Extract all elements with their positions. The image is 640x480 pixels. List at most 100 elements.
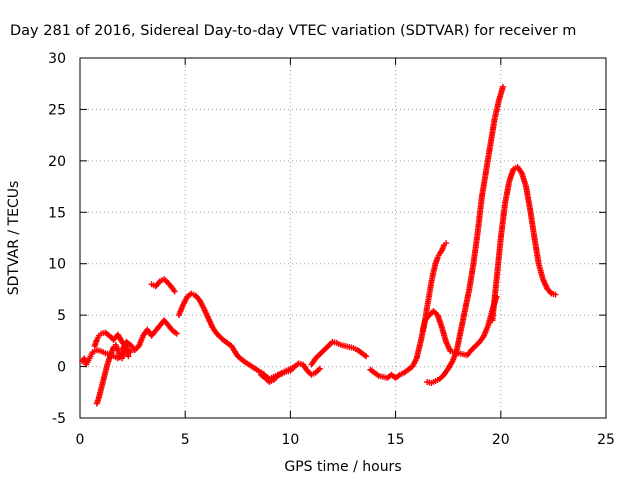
y-tick-label: 15	[48, 205, 66, 221]
trace-marker	[217, 334, 224, 341]
x-tick-label: 20	[492, 432, 510, 448]
trace-marker	[535, 259, 542, 266]
x-tick-label: 10	[281, 432, 299, 448]
trace-marker	[190, 291, 197, 298]
trace-marker	[108, 350, 115, 357]
trace-marker	[179, 303, 186, 310]
trace-marker	[462, 351, 469, 358]
trace-marker	[194, 295, 201, 302]
trace-marker	[167, 325, 174, 331]
trace-marker	[319, 348, 326, 355]
series-seg-early-d	[119, 317, 180, 354]
axis-ticks: 0 5 10 15 20 25 -5 0 5 10 15 20 25 30	[48, 51, 615, 448]
trace-marker	[434, 256, 441, 263]
trace-marker	[328, 340, 335, 347]
trace-marker	[448, 359, 455, 366]
trace-marker	[495, 99, 502, 106]
trace-marker	[154, 325, 161, 331]
trace-marker	[430, 270, 437, 277]
trace-marker	[310, 370, 317, 377]
trace-marker	[499, 85, 506, 92]
trace-marker	[466, 349, 473, 356]
trace-marker	[484, 324, 491, 331]
trace-marker	[344, 343, 351, 350]
trace-marker	[546, 287, 553, 294]
trace-marker	[348, 344, 355, 351]
trace-marker	[200, 304, 207, 311]
y-tick-label: 0	[57, 360, 66, 376]
trace-marker	[434, 376, 441, 383]
trace-marker	[134, 344, 141, 351]
series-seg-early-c	[93, 341, 132, 407]
x-tick-label: 0	[76, 432, 85, 448]
trace-marker	[116, 352, 123, 359]
trace-marker	[457, 350, 464, 357]
data-point	[443, 240, 450, 247]
series-seg-midday	[308, 338, 370, 368]
y-tick-label: -5	[52, 411, 66, 427]
trace-marker	[438, 322, 445, 329]
trace-marker	[208, 322, 215, 329]
trace-marker	[93, 338, 100, 345]
trace-marker	[550, 291, 557, 298]
trace-marker	[289, 364, 296, 371]
series-seg-rise-a	[419, 240, 450, 334]
trace-marker	[204, 313, 211, 320]
series-seg-afternoon	[367, 293, 500, 381]
trace-marker	[95, 347, 102, 354]
trace-marker	[522, 181, 529, 188]
trace-marker	[505, 180, 512, 187]
y-axis-label: SDTVAR / TECUs	[6, 181, 22, 296]
series-seg-mid-b	[257, 363, 298, 385]
trace-marker	[437, 248, 444, 255]
grid-lines	[80, 58, 606, 418]
trace-marker	[417, 339, 424, 346]
trace-marker	[84, 359, 91, 366]
trace-marker	[100, 349, 107, 356]
trace-marker	[238, 356, 245, 363]
y-tick-label: 10	[48, 257, 66, 273]
trace-marker	[88, 351, 95, 358]
trace-marker	[170, 286, 177, 293]
trace-marker	[440, 243, 447, 250]
x-tick-label: 25	[597, 432, 615, 448]
trace-marker	[315, 352, 322, 359]
trace-marker	[139, 334, 146, 341]
trace-marker	[86, 355, 93, 362]
x-axis-label: GPS time / hours	[284, 459, 401, 475]
trace-marker	[172, 329, 179, 336]
trace-marker	[97, 387, 104, 394]
trace-marker	[94, 334, 101, 341]
trace-marker	[167, 282, 174, 289]
trace-marker	[150, 330, 157, 337]
trace-marker	[124, 351, 131, 358]
trace-marker	[114, 345, 121, 352]
trace-marker	[432, 262, 439, 269]
trace-marker	[245, 361, 252, 368]
trace-marker	[352, 346, 359, 353]
trace-marker	[101, 371, 108, 378]
trace-marker	[398, 370, 405, 377]
trace-marker	[277, 370, 284, 377]
trace-marker	[361, 352, 368, 359]
trace-marker	[105, 356, 112, 363]
trace-marker	[163, 319, 170, 326]
trace-marker	[315, 367, 322, 373]
series-seg-peak	[489, 164, 559, 324]
trace-marker	[154, 280, 161, 287]
y-tick-label: 20	[48, 154, 66, 170]
trace-marker	[335, 340, 342, 347]
trace-marker	[395, 372, 402, 379]
trace-marker	[323, 344, 330, 351]
trace-marker	[374, 371, 381, 378]
series-seg-mid	[175, 290, 323, 382]
trace-marker	[430, 379, 437, 385]
trace-marker	[99, 379, 106, 386]
trace-marker	[268, 377, 275, 384]
trace-marker	[155, 279, 162, 286]
x-tick-label: 15	[387, 432, 405, 448]
trace-marker	[435, 252, 442, 259]
trace-marker	[377, 373, 384, 380]
data-series	[79, 83, 559, 407]
